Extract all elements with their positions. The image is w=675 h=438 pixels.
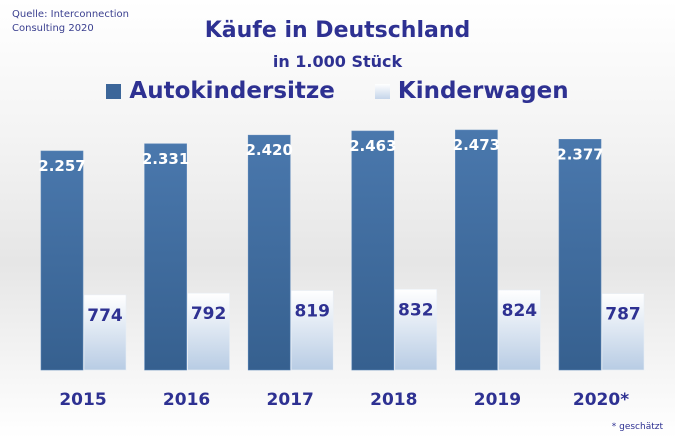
bar-kinderwagen-2017	[290, 290, 334, 371]
x-tick-label: 2015	[59, 390, 106, 410]
legend-item-kinderwagen: Kinderwagen	[374, 78, 569, 104]
bar-kinderwagen-2020*	[601, 293, 645, 371]
bar-autokindersitze-2015	[40, 150, 84, 371]
chart-subtitle: in 1.000 Stück	[272, 52, 403, 71]
bar-autokindersitze-2018	[351, 130, 395, 371]
bar-autokindersitze-2016	[144, 143, 187, 371]
data-label: 2.377	[556, 145, 603, 163]
data-label: 824	[502, 301, 538, 321]
x-tick-label: 2018	[370, 390, 417, 410]
legend-label: Kinderwagen	[397, 78, 569, 104]
bar-kinderwagen-2019	[498, 289, 541, 371]
source-note: Quelle: Interconnection Consulting 2020	[12, 8, 129, 36]
legend: Autokindersitze Kinderwagen	[0, 78, 675, 104]
data-label: 2.257	[38, 157, 85, 175]
legend-label: Autokindersitze	[129, 78, 335, 104]
source-line-2: Consulting 2020	[12, 23, 94, 34]
bar-kinderwagen-2018	[394, 288, 438, 371]
legend-swatch-light	[374, 83, 390, 99]
x-tick-label: 2019	[474, 390, 521, 410]
data-label: 832	[398, 300, 434, 320]
legend-item-autokindersitze: Autokindersitze	[106, 78, 335, 104]
chart-title: Käufe in Deutschland	[204, 18, 471, 43]
data-label: 2.463	[349, 137, 396, 155]
bar-autokindersitze-2020*	[558, 139, 602, 371]
data-label: 2.420	[245, 141, 292, 159]
data-label: 792	[191, 304, 227, 324]
data-label: 2.331	[142, 150, 189, 168]
data-label: 787	[605, 305, 641, 325]
data-label: 819	[294, 302, 330, 322]
data-label: 2.473	[453, 136, 500, 154]
bar-kinderwagen-2015	[83, 294, 127, 371]
footnote: * geschätzt	[611, 422, 663, 432]
x-tick-label: 2017	[267, 390, 314, 410]
x-tick-label: 2016	[163, 390, 210, 410]
data-label: 774	[87, 306, 123, 326]
legend-swatch-dark	[106, 83, 122, 99]
x-tick-label: 2020*	[573, 390, 629, 410]
bar-autokindersitze-2017	[247, 134, 291, 371]
source-line-1: Quelle: Interconnection	[12, 9, 129, 20]
bar-autokindersitze-2019	[455, 129, 498, 371]
bar-kinderwagen-2016	[187, 292, 230, 371]
